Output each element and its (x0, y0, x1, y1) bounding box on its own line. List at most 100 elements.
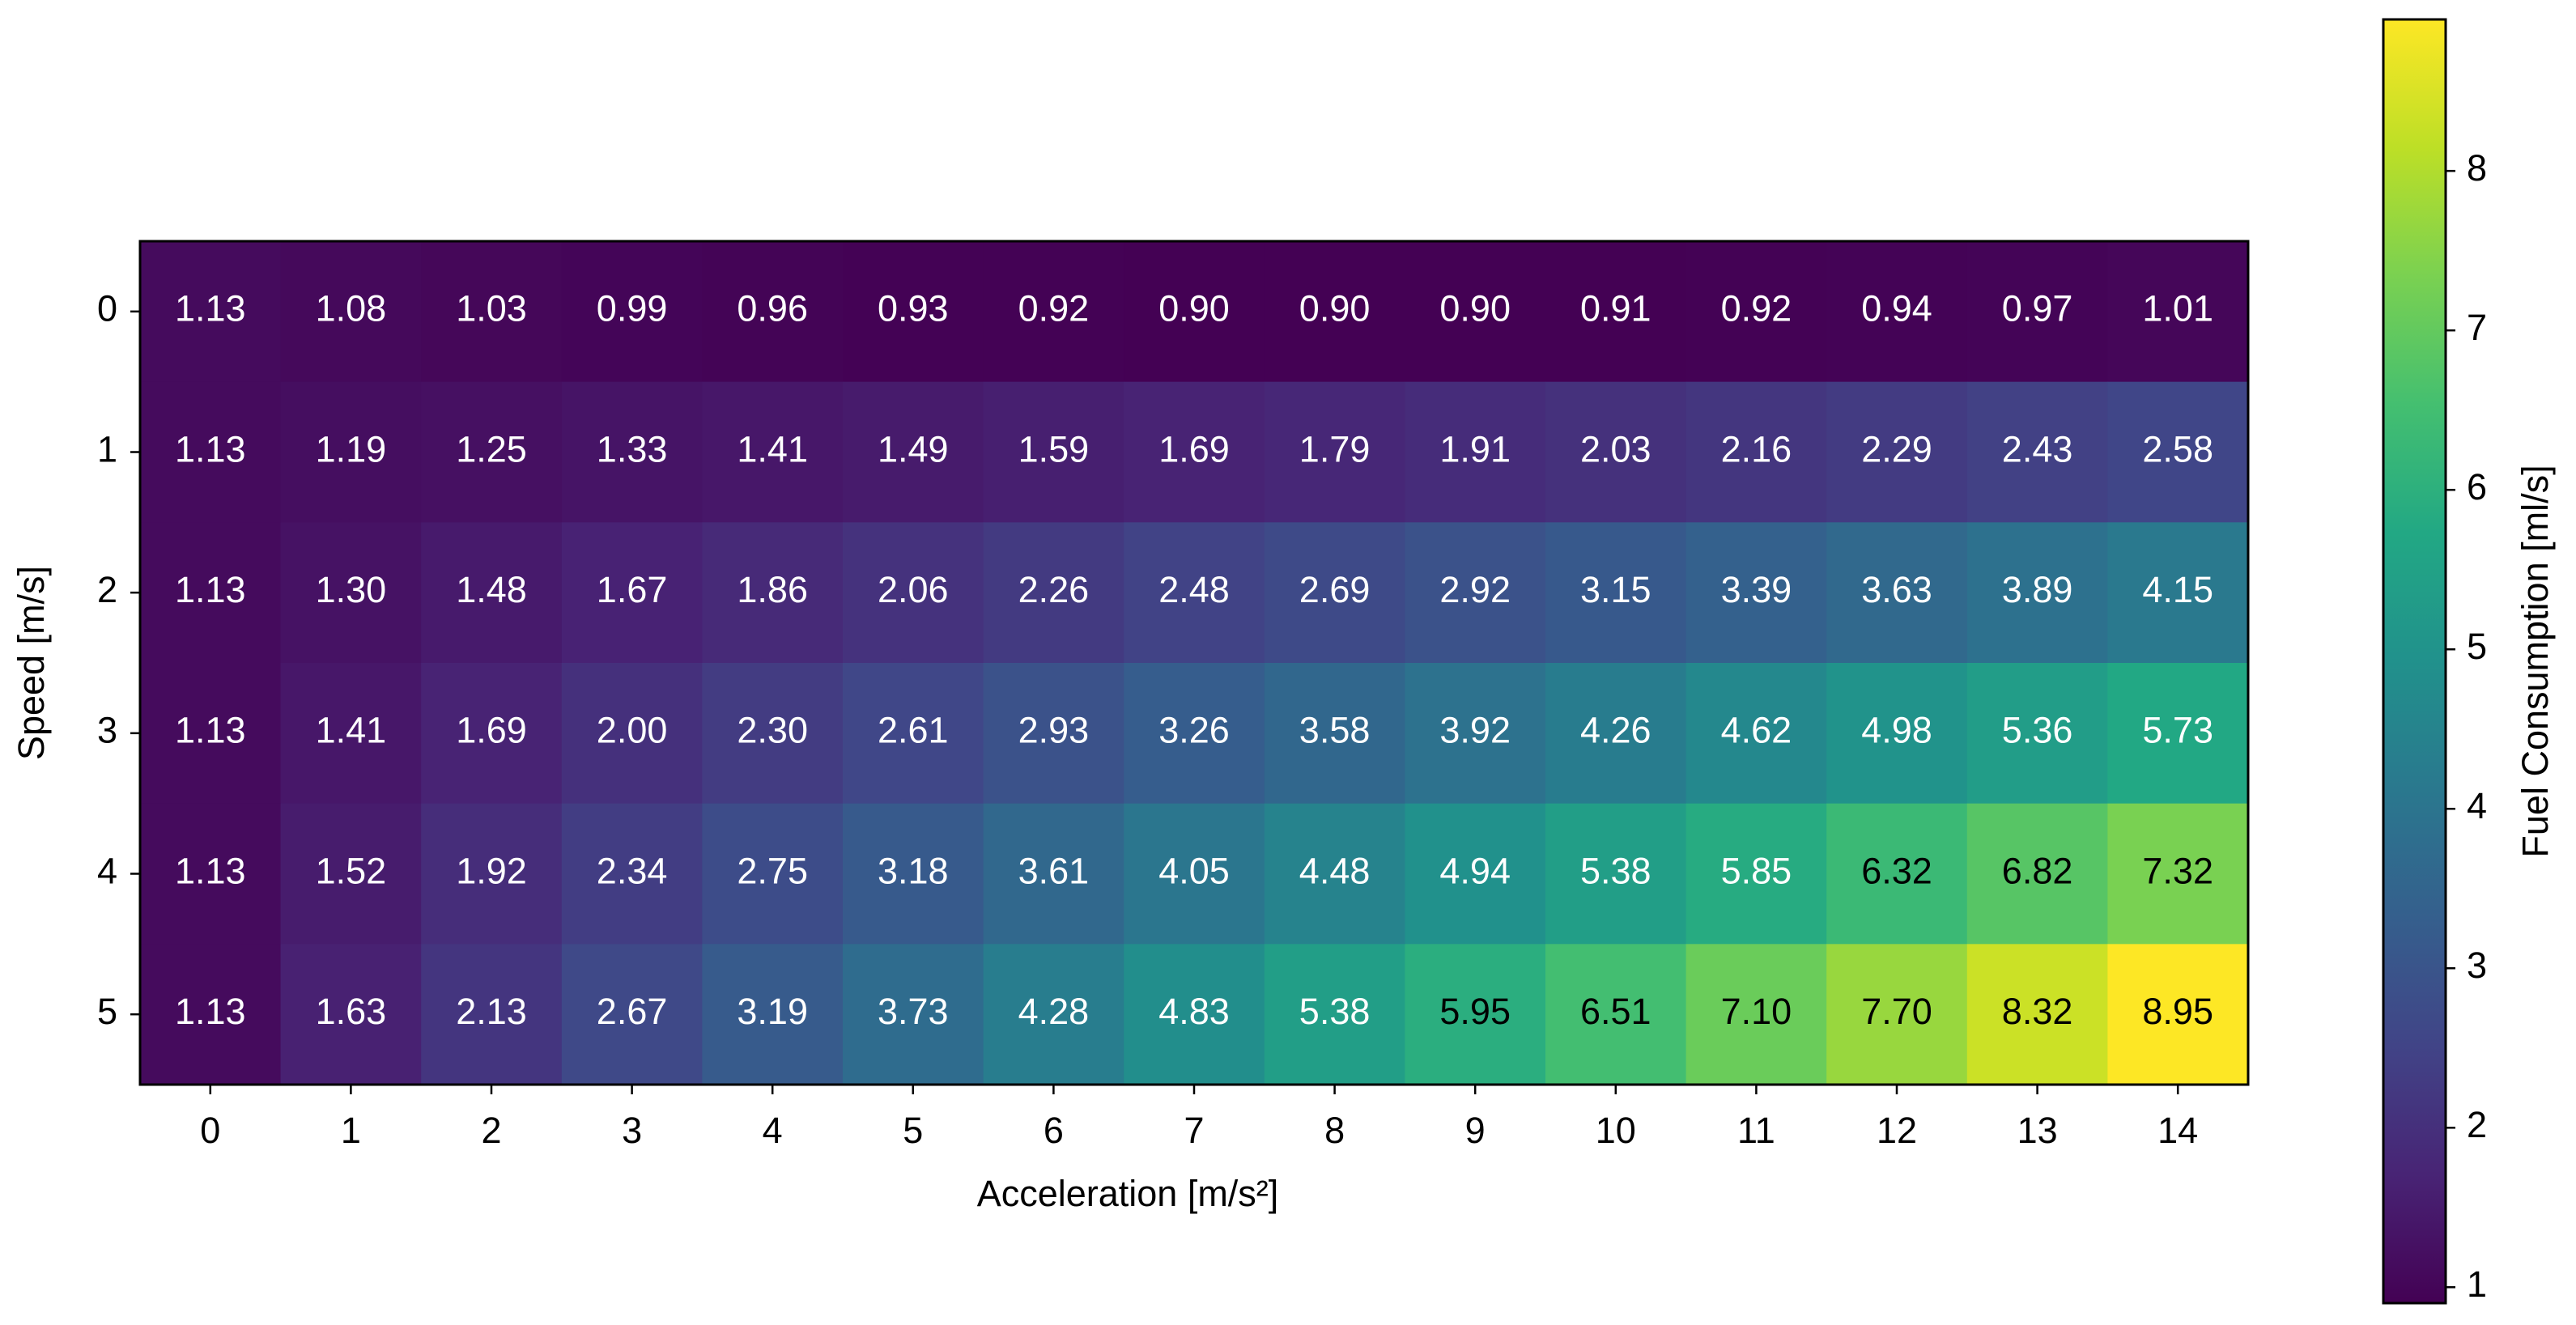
x-tick-label: 4 (763, 1110, 783, 1151)
heatmap-cell (1264, 522, 1405, 664)
cell-value-label: 0.90 (1439, 288, 1511, 329)
heatmap-cell (843, 241, 984, 383)
cell-value-label: 3.19 (737, 991, 808, 1032)
cell-value-label: 0.92 (1018, 288, 1090, 329)
heatmap-cell (140, 381, 282, 523)
x-tick-label: 12 (1877, 1110, 1917, 1151)
cell-value-label: 1.13 (175, 850, 246, 891)
cell-value-label: 0.94 (1861, 288, 1932, 329)
cell-value-label: 2.43 (2002, 428, 2073, 469)
colorbar-label: Fuel Consumption [ml/s] (2514, 465, 2556, 857)
heatmap-cell (1124, 381, 1265, 523)
heatmap-cell (1826, 663, 1968, 805)
heatmap-cell (140, 522, 282, 664)
cell-value-label: 7.10 (1721, 991, 1792, 1032)
cell-value-label: 1.63 (316, 991, 387, 1032)
heatmap-cell (1545, 241, 1687, 383)
cell-value-label: 2.93 (1018, 710, 1090, 751)
cell-value-label: 3.15 (1580, 569, 1651, 610)
heatmap-cell (1405, 663, 1546, 805)
cell-value-label: 4.15 (2142, 569, 2213, 610)
y-axis-label: Speed [m/s] (11, 566, 52, 760)
cell-value-label: 6.82 (2002, 850, 2073, 891)
cell-value-label: 1.69 (456, 710, 527, 751)
heatmap-cell (2107, 381, 2249, 523)
cell-value-label: 8.32 (2002, 991, 2073, 1032)
heatmap-cell (421, 241, 563, 383)
cell-value-label: 7.32 (2142, 850, 2213, 891)
heatmap-cell (1545, 522, 1687, 664)
cell-value-label: 3.92 (1439, 710, 1511, 751)
heatmap-cell (1264, 663, 1405, 805)
heatmap-cell (561, 241, 703, 383)
heatmap-cell (843, 803, 984, 945)
cell-value-label: 5.73 (2142, 710, 2213, 751)
cell-value-label: 4.28 (1018, 991, 1090, 1032)
cell-value-label: 2.75 (737, 850, 808, 891)
heatmap-cell (1264, 803, 1405, 945)
cell-value-label: 0.92 (1721, 288, 1792, 329)
cell-value-label: 1.19 (316, 428, 387, 469)
colorbar-tick-label: 7 (2467, 307, 2487, 348)
cell-value-label: 5.95 (1439, 991, 1511, 1032)
cell-value-label: 1.67 (597, 569, 668, 610)
x-tick-label: 10 (1596, 1110, 1636, 1151)
heatmap-cell (1966, 663, 2108, 805)
cell-value-label: 1.52 (316, 850, 387, 891)
colorbar-tick-label: 1 (2467, 1263, 2487, 1305)
y-tick-label: 1 (97, 428, 117, 469)
x-tick-label: 0 (200, 1110, 220, 1151)
cell-value-label: 5.38 (1580, 850, 1651, 891)
cell-value-label: 1.13 (175, 710, 246, 751)
x-tick-label: 13 (2017, 1110, 2058, 1151)
cell-value-label: 1.01 (2142, 288, 2213, 329)
cell-value-label: 2.13 (456, 991, 527, 1032)
heatmap-cell (2107, 522, 2249, 664)
heatmap-cell (1966, 381, 2108, 523)
x-tick-label: 7 (1184, 1110, 1204, 1151)
heatmap-cell (1264, 381, 1405, 523)
y-tick-label: 0 (97, 288, 117, 329)
cell-value-label: 0.90 (1299, 288, 1371, 329)
cell-value-label: 3.73 (878, 991, 949, 1032)
heatmap-cell (983, 944, 1124, 1085)
heatmap-cell (280, 944, 422, 1085)
x-tick-label: 14 (2157, 1110, 2198, 1151)
heatmap-cell (2107, 241, 2249, 383)
heatmap-cell (1264, 944, 1405, 1085)
heatmap-cell (1826, 803, 1968, 945)
heatmap-cell (421, 663, 563, 805)
cell-value-label: 2.61 (878, 710, 949, 751)
cell-value-label: 2.26 (1018, 569, 1090, 610)
colorbar-tick-label: 2 (2467, 1104, 2487, 1145)
x-tick-label: 1 (341, 1110, 361, 1151)
cell-value-label: 1.41 (737, 428, 808, 469)
cell-value-label: 1.49 (878, 428, 949, 469)
x-tick-label: 11 (1737, 1110, 1775, 1151)
heatmap-cell (140, 663, 282, 805)
heatmap-cell (2107, 944, 2249, 1085)
colorbar (2382, 18, 2447, 1305)
cell-value-label: 2.03 (1580, 428, 1651, 469)
colorbar-tick-label: 6 (2467, 466, 2487, 507)
y-tick-label: 3 (97, 710, 117, 751)
heatmap-cell (280, 522, 422, 664)
cell-value-label: 3.26 (1158, 710, 1230, 751)
heatmap-cell (702, 241, 844, 383)
x-tick-label: 3 (622, 1110, 642, 1151)
cell-value-label: 1.13 (175, 569, 246, 610)
cell-value-label: 4.48 (1299, 850, 1371, 891)
heatmap-cell (140, 241, 282, 383)
heatmap-cell (1826, 381, 1968, 523)
cell-value-label: 2.06 (878, 569, 949, 610)
cell-value-label: 1.91 (1439, 428, 1511, 469)
heatmap-cell (561, 381, 703, 523)
heatmap-cell (1826, 522, 1968, 664)
heatmap-cell (1966, 944, 2108, 1085)
heatmap-cell (1545, 381, 1687, 523)
cell-value-label: 3.18 (878, 850, 949, 891)
heatmap-cell (1685, 663, 1827, 805)
heatmap-cell (702, 522, 844, 664)
colorbar-tick-label: 8 (2467, 147, 2487, 189)
